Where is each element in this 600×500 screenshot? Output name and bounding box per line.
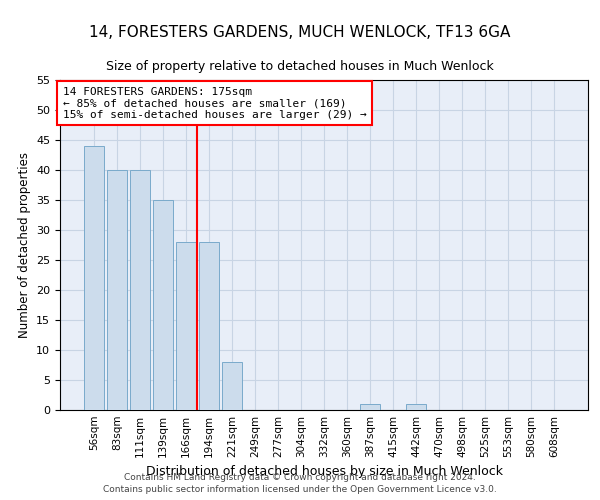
Bar bbox=[107, 170, 127, 410]
Text: 14, FORESTERS GARDENS, MUCH WENLOCK, TF13 6GA: 14, FORESTERS GARDENS, MUCH WENLOCK, TF1… bbox=[89, 25, 511, 40]
Bar bbox=[130, 170, 149, 410]
Text: Contains public sector information licensed under the Open Government Licence v3: Contains public sector information licen… bbox=[103, 486, 497, 494]
Bar bbox=[360, 404, 380, 410]
Bar bbox=[199, 242, 218, 410]
Y-axis label: Number of detached properties: Number of detached properties bbox=[17, 152, 31, 338]
Text: 14 FORESTERS GARDENS: 175sqm
← 85% of detached houses are smaller (169)
15% of s: 14 FORESTERS GARDENS: 175sqm ← 85% of de… bbox=[62, 86, 367, 120]
Bar bbox=[176, 242, 196, 410]
Bar bbox=[84, 146, 104, 410]
Bar bbox=[153, 200, 173, 410]
X-axis label: Distribution of detached houses by size in Much Wenlock: Distribution of detached houses by size … bbox=[146, 466, 503, 478]
Bar bbox=[222, 362, 242, 410]
Text: Contains HM Land Registry data © Crown copyright and database right 2024.: Contains HM Land Registry data © Crown c… bbox=[124, 473, 476, 482]
Text: Size of property relative to detached houses in Much Wenlock: Size of property relative to detached ho… bbox=[106, 60, 494, 73]
Bar bbox=[406, 404, 426, 410]
